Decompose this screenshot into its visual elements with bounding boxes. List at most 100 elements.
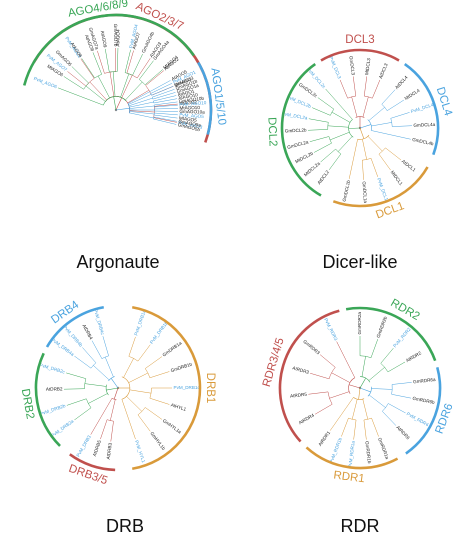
leaf-label: PvM_RDR1a xyxy=(347,440,355,468)
branch xyxy=(129,112,154,119)
leaf-branch xyxy=(97,50,105,74)
panel-title-argonaute: Argonaute xyxy=(76,252,159,272)
leaf-label: AtRDR6 xyxy=(395,425,411,441)
branch-arc xyxy=(348,377,356,394)
leaf-label: GmRDR1b xyxy=(364,441,372,464)
branch xyxy=(126,396,143,412)
branch-arc xyxy=(357,134,370,140)
branch-arc xyxy=(380,363,389,373)
leaf-branch xyxy=(328,153,342,171)
leaf-label: AtRDR1 xyxy=(317,430,331,447)
branch xyxy=(93,365,110,381)
leaf-branch xyxy=(139,60,154,80)
branch xyxy=(125,81,143,101)
branch xyxy=(85,85,106,102)
leaf-branch xyxy=(314,404,333,415)
leaf-branch xyxy=(92,52,102,75)
leaf-label: PvM_HYL1 xyxy=(134,440,146,464)
leaf-branch xyxy=(154,114,178,119)
leaf-branch xyxy=(387,361,406,373)
branch xyxy=(128,372,149,383)
leaf-branch xyxy=(100,419,108,440)
leaf-label: MtAGO1 xyxy=(174,76,193,88)
leaf-label: MtDCL3 xyxy=(364,57,371,75)
clade-arc xyxy=(278,309,340,443)
clade-rdr2: GmRDR2a GmRDR2b PvM_RDR2 AtRDR2 RDR2 xyxy=(345,297,437,389)
leaf-branch xyxy=(363,76,368,97)
branch xyxy=(351,399,358,420)
leaf-branch xyxy=(137,344,151,362)
leaf-branch xyxy=(387,99,404,111)
leaf-branch xyxy=(110,421,114,442)
leaf-label: GmDRB1a xyxy=(162,340,183,357)
branch xyxy=(361,356,366,377)
branch xyxy=(121,75,133,98)
clade-arc xyxy=(332,166,429,208)
leaf-branch xyxy=(378,153,391,171)
clade-label: AGO2/3/7 xyxy=(134,0,185,32)
clade-arc xyxy=(22,13,195,86)
branch xyxy=(367,136,383,152)
branch-arc xyxy=(127,103,130,114)
leaf-branch xyxy=(102,336,109,356)
leaf-branch xyxy=(104,48,110,73)
leaf-branch xyxy=(309,136,329,142)
branch xyxy=(113,96,117,111)
leaf-label: GmRDR3 xyxy=(302,339,321,356)
branch xyxy=(345,359,356,378)
leaf-label: PvM_AGO10 xyxy=(179,100,207,107)
leaf-branch xyxy=(153,116,178,122)
panel-dicer-like: PvM_DCL3 GmDCL3 MtDCL3 AtDCL3DCL3AtDCL4MtDC… xyxy=(265,34,454,221)
clade-label: DRB2 xyxy=(19,388,36,420)
leaf-branch xyxy=(153,118,177,125)
branch xyxy=(362,399,369,420)
leaf-label: AtAGO7 xyxy=(131,31,141,49)
leaf-branch xyxy=(152,89,175,98)
branch xyxy=(89,81,107,101)
leaf-branch xyxy=(385,147,402,161)
leaf-branch xyxy=(154,112,178,116)
leaf-branch xyxy=(154,101,178,106)
branch xyxy=(359,377,366,389)
leaf-label: PvM_DRB1b xyxy=(149,320,169,345)
leaf-branch xyxy=(151,86,174,96)
leaf-label: PvM_DCL4 xyxy=(410,102,434,114)
branch xyxy=(337,136,353,152)
leaf-label: PvM_AGO6 xyxy=(33,76,58,90)
leaf-branch xyxy=(145,407,163,420)
leaf-branch xyxy=(308,391,329,395)
branch xyxy=(371,122,392,127)
branch-arc xyxy=(353,397,365,400)
leaf-branch xyxy=(363,419,367,440)
leaf-label: AtAGO10 xyxy=(178,92,199,101)
leaf-branch xyxy=(137,58,151,79)
branch-arc xyxy=(335,148,342,155)
branch xyxy=(104,356,114,378)
leaf-branch xyxy=(320,148,336,163)
clade-arc xyxy=(320,48,400,62)
leaf-branch xyxy=(391,134,411,140)
branch xyxy=(80,96,104,106)
leaf-label: AtDRB2 xyxy=(46,386,63,391)
clade-arc xyxy=(405,366,442,455)
branch-arc xyxy=(359,376,371,383)
leaf-branch xyxy=(391,394,412,399)
branch xyxy=(348,384,361,389)
branch xyxy=(327,125,349,128)
leaf-label: AtDRB4 xyxy=(81,323,94,340)
branch xyxy=(110,378,119,389)
branch xyxy=(120,73,130,98)
leaf-label: AtAGO9 xyxy=(100,30,108,48)
branch xyxy=(128,94,152,105)
branch-arc xyxy=(84,378,87,389)
leaf-branch xyxy=(370,339,379,358)
branch xyxy=(371,130,392,136)
clade-arc xyxy=(305,446,399,470)
branch-arc xyxy=(328,367,336,379)
branch xyxy=(358,387,361,400)
